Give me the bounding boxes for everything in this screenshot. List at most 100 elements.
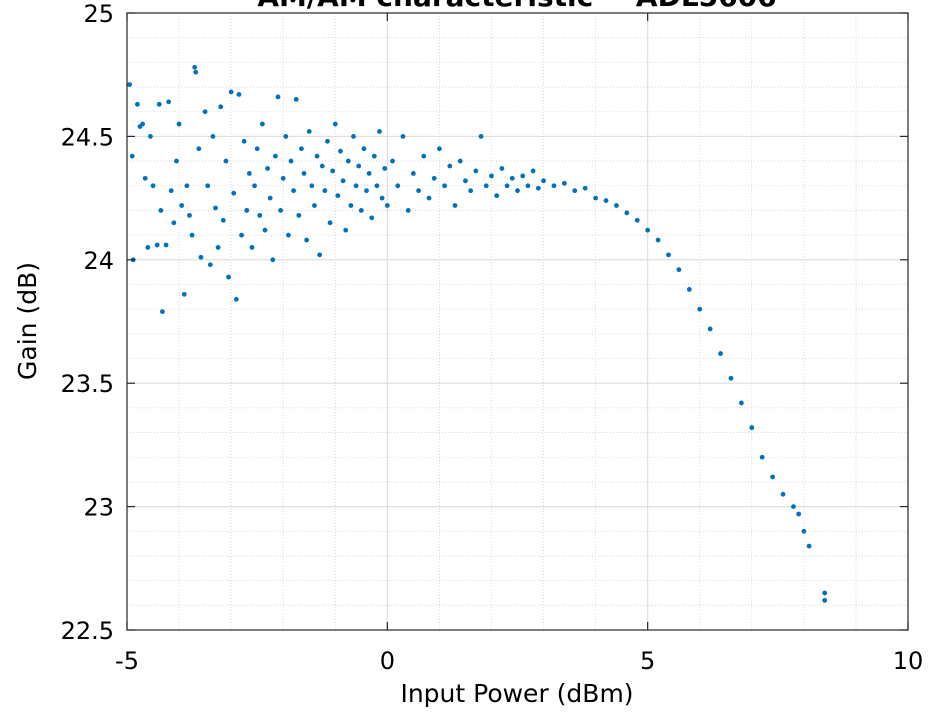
data-point <box>468 188 474 194</box>
data-point <box>366 171 372 176</box>
data-point <box>361 146 367 152</box>
data-point <box>278 208 283 213</box>
data-point <box>140 121 146 127</box>
data-point <box>218 104 224 110</box>
data-point <box>280 175 286 181</box>
data-point <box>176 121 182 127</box>
data-point <box>452 203 458 208</box>
data-point <box>426 195 432 201</box>
data-point <box>299 146 304 152</box>
data-point <box>168 188 174 194</box>
data-point <box>246 171 252 176</box>
data-point <box>400 134 406 139</box>
data-point <box>231 190 237 196</box>
data-point <box>759 454 765 460</box>
data-point <box>796 511 802 517</box>
data-point <box>634 217 640 223</box>
data-point <box>319 163 325 169</box>
data-point <box>187 212 192 218</box>
data-point <box>697 306 703 312</box>
data-point <box>718 351 723 356</box>
data-point <box>252 183 257 189</box>
data-point <box>270 257 276 263</box>
data-point <box>410 171 416 176</box>
data-point <box>184 183 190 189</box>
data-point <box>738 400 744 406</box>
data-point <box>304 237 310 243</box>
x-axis-label: Input Power (dBm) <box>400 679 633 708</box>
plot-background <box>127 13 908 630</box>
data-point <box>530 168 536 174</box>
data-point <box>614 203 619 208</box>
data-point <box>801 528 807 534</box>
data-point <box>267 195 273 201</box>
data-point <box>489 173 494 179</box>
data-point <box>283 134 289 139</box>
data-point <box>239 232 244 238</box>
data-point <box>666 252 671 258</box>
data-point <box>686 287 692 292</box>
data-point <box>202 109 208 115</box>
data-point <box>442 183 448 189</box>
data-point <box>210 134 216 139</box>
data-point <box>154 242 160 248</box>
data-point <box>338 148 343 154</box>
y-tick-label: 25 <box>83 0 114 28</box>
data-point <box>582 185 588 191</box>
data-point <box>150 183 156 189</box>
data-point <box>728 375 734 381</box>
data-point <box>196 146 202 152</box>
data-point <box>358 208 364 213</box>
data-point <box>561 180 567 186</box>
data-point <box>780 491 786 497</box>
data-point <box>676 267 682 273</box>
data-point <box>160 309 165 315</box>
data-point <box>145 245 151 250</box>
data-point <box>296 212 302 218</box>
data-point <box>483 183 489 189</box>
data-point <box>322 188 328 194</box>
data-point <box>416 188 421 194</box>
data-point <box>499 166 505 171</box>
data-point <box>351 134 356 139</box>
data-point <box>166 99 172 105</box>
data-point <box>244 208 250 213</box>
data-point <box>343 227 349 233</box>
data-point <box>603 198 609 203</box>
x-tick-label: 10 <box>893 647 924 675</box>
data-point <box>288 158 294 164</box>
data-point <box>228 89 234 95</box>
data-point <box>384 203 390 208</box>
data-point <box>707 326 713 332</box>
data-point <box>520 173 526 179</box>
data-point <box>478 134 484 139</box>
data-point <box>293 96 299 102</box>
data-point <box>364 188 369 194</box>
x-tick-label: -5 <box>115 647 139 675</box>
data-point <box>371 153 377 159</box>
data-point <box>348 203 354 208</box>
data-point <box>353 183 359 189</box>
data-point <box>330 168 336 174</box>
y-tick-label: 24 <box>83 247 114 275</box>
data-point <box>215 245 221 250</box>
data-point <box>390 158 395 164</box>
data-point <box>379 195 385 201</box>
data-point <box>127 82 133 87</box>
data-point <box>301 171 307 176</box>
data-point <box>457 158 463 164</box>
data-point <box>382 166 388 171</box>
data-point <box>207 262 213 268</box>
data-point <box>163 242 169 248</box>
data-point <box>791 504 796 509</box>
data-point <box>645 227 651 233</box>
data-point <box>509 175 515 181</box>
data-point <box>249 245 255 250</box>
data-point <box>189 232 195 238</box>
data-point <box>377 129 382 134</box>
data-point <box>332 121 338 127</box>
data-point <box>624 210 630 216</box>
y-tick-label: 23.5 <box>61 370 114 398</box>
data-point <box>205 183 211 189</box>
